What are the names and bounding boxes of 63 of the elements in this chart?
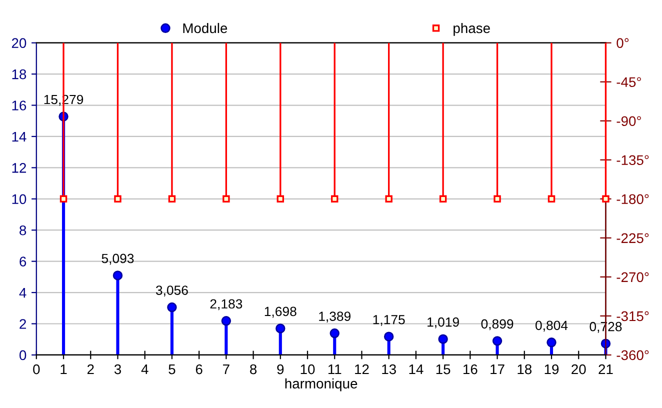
point bbox=[492, 336, 502, 346]
point bbox=[384, 332, 394, 342]
data-label: 1,175 bbox=[373, 315, 405, 326]
point bbox=[276, 324, 286, 334]
data-label: 0,899 bbox=[481, 319, 514, 330]
y-tick-label: 12 bbox=[12, 163, 26, 173]
data-label: 1,019 bbox=[428, 317, 459, 328]
x-tick-label: 0 bbox=[33, 364, 40, 374]
data-label: 2,183 bbox=[210, 299, 242, 310]
x-tick-label: 1 bbox=[60, 364, 67, 374]
x-tick-label: 21 bbox=[598, 364, 613, 374]
point bbox=[546, 338, 556, 348]
y2-tick-label: -45° bbox=[616, 77, 641, 88]
x-tick-label: 11 bbox=[328, 364, 342, 374]
x-tick-label: 4 bbox=[141, 364, 148, 374]
x-tick-label: 12 bbox=[355, 364, 369, 374]
y2-tick-label: 0° bbox=[616, 38, 629, 48]
y-tick-label: 16 bbox=[12, 100, 26, 110]
y-tick-label: 20 bbox=[12, 38, 26, 48]
x-tick-label: 8 bbox=[250, 364, 257, 374]
y2-tick-label: -180° bbox=[616, 194, 649, 204]
y-tick-label: 14 bbox=[12, 132, 26, 142]
x-tick-label: 20 bbox=[572, 364, 586, 374]
point bbox=[167, 302, 177, 312]
y2-tick-label: -225° bbox=[616, 233, 649, 244]
data-label: 5,093 bbox=[102, 254, 134, 265]
y2-tick-label: -315° bbox=[616, 311, 649, 322]
point bbox=[330, 328, 340, 338]
x-tick-label: 5 bbox=[168, 364, 176, 374]
x-tick-label: 3 bbox=[114, 364, 121, 374]
point bbox=[112, 270, 123, 280]
x-tick-label: 9 bbox=[277, 364, 284, 374]
y-tick-label: 10 bbox=[12, 194, 26, 204]
y2-tick-label: -270° bbox=[616, 272, 649, 282]
x-tick-label: 19 bbox=[544, 364, 559, 374]
x-tick-label: 15 bbox=[436, 364, 450, 374]
y-tick-label: 18 bbox=[12, 69, 26, 80]
data-label: 0,804 bbox=[536, 320, 568, 332]
x-tick-label: 16 bbox=[464, 364, 478, 374]
data-label: 1,698 bbox=[264, 306, 296, 318]
x-tick-label: 18 bbox=[518, 364, 532, 374]
point bbox=[221, 316, 232, 326]
legend-label: Module bbox=[183, 22, 228, 34]
x-tick-label: 10 bbox=[300, 364, 315, 374]
x-tick-label: 7 bbox=[223, 364, 230, 374]
legend-label: phase bbox=[454, 22, 490, 36]
y-tick-label: 0 bbox=[20, 350, 26, 360]
x-tick-label: 6 bbox=[196, 364, 202, 374]
y2-tick-label: -90° bbox=[616, 116, 641, 126]
data-label: 3,056 bbox=[156, 286, 188, 296]
x-tick-label: 17 bbox=[490, 364, 504, 374]
x-tick-label: 2 bbox=[87, 364, 94, 374]
y-tick-label: 4 bbox=[19, 288, 26, 298]
y2-tick-label: -360° bbox=[616, 350, 649, 360]
y2-tick-label: -135° bbox=[616, 155, 649, 166]
point bbox=[438, 334, 448, 344]
y-tick-label: 2 bbox=[20, 319, 26, 329]
x-tick-label: 13 bbox=[382, 364, 396, 374]
y-tick-label: 8 bbox=[20, 225, 26, 236]
x-tick-label: 14 bbox=[409, 364, 424, 374]
y-tick-label: 6 bbox=[20, 256, 26, 266]
data-label: 1,389 bbox=[319, 312, 351, 323]
x-axis-title: harmonique bbox=[285, 378, 358, 392]
